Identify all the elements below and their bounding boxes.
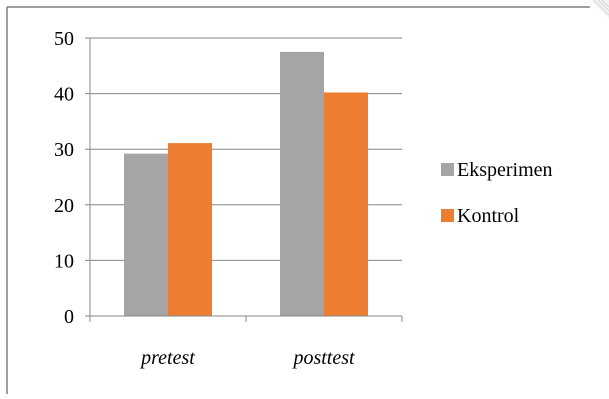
x-tick-label: pretest [139,347,195,369]
axes: 0 10 20 30 40 50 pretest posttest [54,28,403,369]
y-tick-label: 0 [64,306,74,328]
bar-eksperimen-posttest [280,51,324,317]
y-tick-label: 20 [54,195,74,217]
legend-label-kontrol: Kontrol [457,205,520,227]
y-tick-label: 40 [54,84,74,106]
y-tick-label: 30 [54,139,74,161]
y-tick-label: 10 [54,250,74,272]
bar-kontrol-posttest [324,92,368,316]
corner-fold-decoration [590,0,609,19]
legend-swatch-kontrol [441,209,454,222]
legend: Eksperimen Kontrol [441,159,553,227]
legend-label-eksperimen: Eksperimen [457,159,553,181]
bar-kontrol-pretest [168,143,212,316]
bars [124,51,368,317]
y-tick-label: 50 [54,28,74,50]
legend-swatch-eksperimen [441,163,454,176]
bar-eksperimen-pretest [124,153,168,316]
x-tick-label: posttest [291,347,355,369]
